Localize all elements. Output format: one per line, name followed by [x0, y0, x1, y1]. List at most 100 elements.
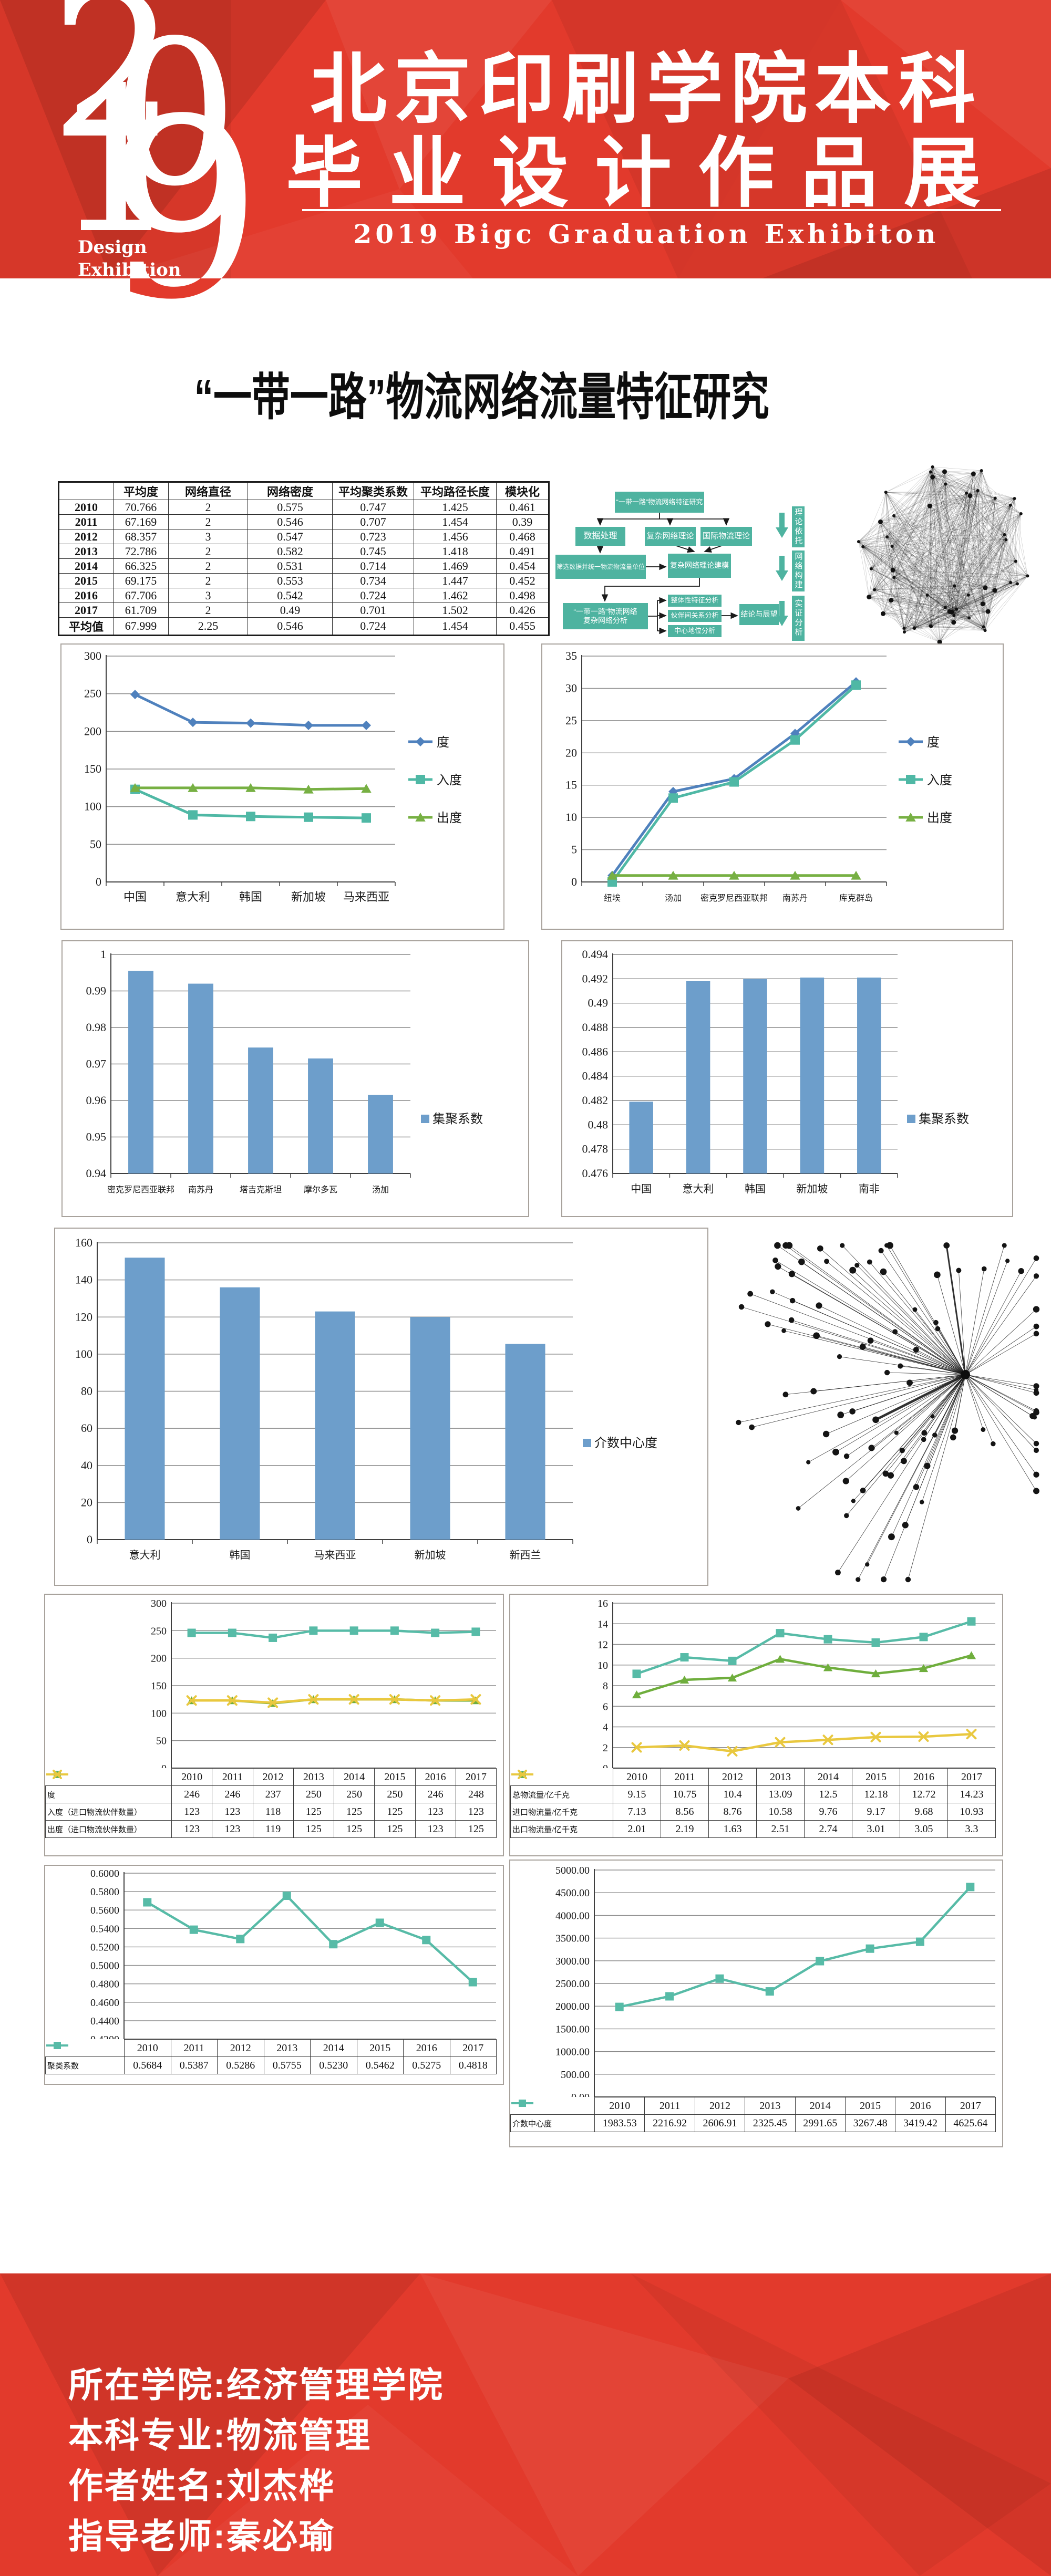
flow-box-data-processing: 数据处理 [575, 527, 625, 546]
svg-text:0.5400: 0.5400 [90, 1923, 119, 1935]
svg-text:1: 1 [100, 948, 106, 961]
metrics-row-label: 2015 [58, 573, 114, 588]
series-value-cell: 246 [212, 1785, 253, 1803]
metrics-value-cell: 3 [168, 529, 248, 544]
series-value-cell: 12.72 [900, 1785, 948, 1803]
svg-text:韩国: 韩国 [745, 1183, 766, 1195]
legend-label: 度 [927, 735, 940, 750]
series-legend-cell: 进口物流量/亿千克 [510, 1770, 613, 1821]
metrics-value-cell: 1.447 [414, 573, 497, 588]
svg-text:0.482: 0.482 [582, 1094, 609, 1107]
series-value-cell: 9.76 [804, 1803, 852, 1821]
series-value-cell: 0.5462 [356, 2056, 404, 2074]
svg-text:3500.00: 3500.00 [555, 1933, 590, 1945]
series-value-cell: 125 [374, 1803, 416, 1821]
svg-text:意大利: 意大利 [176, 890, 210, 903]
metrics-value-cell: 0.553 [248, 573, 333, 588]
svg-text:塔吉克斯坦: 塔吉克斯坦 [240, 1185, 282, 1194]
year-header-cell: 2017 [947, 1768, 996, 1786]
design-word: Design [78, 237, 147, 258]
svg-text:马来西亚: 马来西亚 [314, 1549, 356, 1561]
svg-text:0: 0 [571, 875, 577, 888]
svg-text:0.488: 0.488 [582, 1021, 609, 1034]
svg-text:8: 8 [603, 1680, 608, 1692]
svg-text:60: 60 [81, 1421, 92, 1435]
year-header-cell: 2012 [252, 1768, 294, 1786]
metrics-header-cell: 平均聚类系数 [332, 482, 414, 500]
series-value-cell: 123 [212, 1820, 253, 1838]
metrics-value-cell: 0.461 [496, 500, 549, 515]
metrics-value-cell: 0.491 [496, 544, 549, 559]
svg-text:0.5600: 0.5600 [90, 1905, 119, 1916]
year-header-cell: 2012 [217, 2039, 264, 2057]
year-header-cell: 2015 [852, 1768, 900, 1786]
series-value-cell: 123 [171, 1820, 213, 1838]
flow-stage-theory: 理论依托 [792, 506, 805, 547]
series-value-cell: 0.5387 [170, 2056, 218, 2074]
series-value-cell: 123 [171, 1803, 213, 1821]
svg-text:0.5000: 0.5000 [90, 1960, 119, 1972]
svg-text:500.00: 500.00 [561, 2069, 590, 2081]
metrics-value-cell: 1.502 [414, 603, 497, 618]
svg-text:意大利: 意大利 [129, 1549, 161, 1561]
footer-credits: 所在学院:经济管理学院 本科专业:物流管理 作者姓名:刘杰桦 指导老师:秦必瑜 [68, 2360, 444, 2561]
svg-text:0.5200: 0.5200 [90, 1941, 119, 1953]
series-value-cell: 13.09 [756, 1785, 805, 1803]
year-header-cell: 2010 [124, 2039, 171, 2057]
series-value-cell: 125 [293, 1820, 335, 1838]
series-value-cell: 250 [374, 1785, 416, 1803]
header-banner: 北京印刷学院本科 毕业设计作品展 2019 Bigc Graduation Ex… [0, 0, 1051, 278]
metrics-value-cell: 0.745 [332, 544, 414, 559]
svg-text:120: 120 [75, 1310, 92, 1323]
svg-text:0.96: 0.96 [86, 1094, 107, 1107]
svg-text:250: 250 [151, 1625, 167, 1637]
svg-text:300: 300 [84, 649, 101, 662]
chart-canvas: 0.00 500.00 1000.00 1500.00 2000.00 2500.00 30… [555, 1865, 995, 2097]
chart-clustering-trend: 0.4200 0.4400 0.4600 0.4800 0.5000 0.5200 0.54… [44, 1865, 504, 2085]
flow-box-intl-logistics-theory: 国际物流理论 [700, 527, 752, 546]
flow-box-centrality-analysis: 中心地位分析 [668, 625, 722, 637]
year-header-cell: 2014 [333, 1768, 375, 1786]
series-name: 进口物流量/亿千克 [512, 1808, 578, 1817]
metrics-value-cell: 67.999 [113, 617, 169, 636]
metrics-value-cell: 0.575 [248, 500, 333, 515]
year-header-cell: 2012 [708, 1768, 757, 1786]
metrics-value-cell: 0.701 [332, 603, 414, 618]
svg-text:新西兰: 新西兰 [510, 1549, 541, 1561]
metrics-value-cell: 0.723 [332, 529, 414, 544]
flow-box-network-analysis-line2: 复杂网络分析 [583, 616, 627, 625]
svg-text:南苏丹: 南苏丹 [188, 1185, 213, 1194]
series-value-cell: 3267.48 [844, 2114, 896, 2132]
header-rule [302, 209, 1001, 211]
series-value-cell: 123 [455, 1803, 497, 1821]
legend-label: 集聚系数 [432, 1112, 483, 1126]
metrics-value-cell: 2 [168, 544, 248, 559]
radial-network-canvas [736, 1242, 1040, 1583]
metrics-header-cell: 网络直径 [168, 482, 248, 500]
chart-canvas: 0.94 0.95 0.96 0.97 0.98 0.99 1 密克罗尼西亚联邦 南苏丹 塔吉克斯… [86, 948, 483, 1194]
year-header-cell: 2012 [694, 2097, 746, 2115]
svg-text:马来西亚: 马来西亚 [343, 890, 389, 903]
metrics-value-cell: 0.498 [496, 588, 549, 603]
series-value-cell: 12.18 [852, 1785, 900, 1803]
year-header-cell: 2014 [795, 2097, 846, 2115]
svg-text:1500.00: 1500.00 [555, 2023, 590, 2035]
year-header-cell: 2010 [594, 2097, 645, 2115]
year-header-cell: 2015 [844, 2097, 896, 2115]
series-value-cell: 8.76 [708, 1803, 757, 1821]
series-value-cell: 125 [333, 1820, 375, 1838]
metrics-header-cell: 平均度 [113, 482, 169, 500]
metrics-value-cell: 0.724 [332, 588, 414, 603]
series-name: 出度（进口物流伙伴数量） [47, 1825, 142, 1834]
flow-stage-empirical: 实证分析 [792, 596, 805, 641]
svg-text:4: 4 [603, 1722, 608, 1733]
header-facet-decoration [0, 0, 1051, 278]
svg-text:南非: 南非 [859, 1183, 880, 1195]
svg-text:200: 200 [151, 1653, 167, 1665]
series-value-cell: 0.5275 [403, 2056, 450, 2074]
svg-text:纽埃: 纽埃 [604, 894, 621, 903]
flowchart-connector-arrows [596, 513, 738, 635]
footer-banner [0, 2273, 1051, 2576]
svg-text:40: 40 [81, 1459, 92, 1472]
dense-network-canvas [857, 465, 1029, 645]
